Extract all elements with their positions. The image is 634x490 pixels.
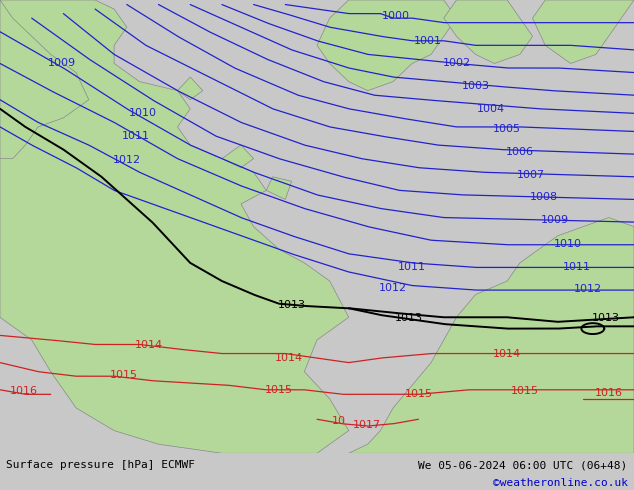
Text: 1002: 1002 [443, 58, 470, 69]
Polygon shape [222, 145, 254, 168]
Text: 1014: 1014 [135, 341, 163, 350]
Text: 1015: 1015 [110, 370, 138, 380]
Text: 1000: 1000 [382, 11, 410, 21]
Polygon shape [0, 0, 349, 453]
Text: 1011: 1011 [122, 131, 150, 141]
Polygon shape [349, 218, 634, 453]
Text: 1011: 1011 [563, 262, 591, 271]
Text: 1017: 1017 [353, 420, 380, 430]
Text: 1013: 1013 [395, 313, 423, 323]
Text: 1009: 1009 [48, 57, 76, 68]
Text: We 05-06-2024 06:00 UTC (06+48): We 05-06-2024 06:00 UTC (06+48) [418, 460, 628, 470]
Polygon shape [266, 177, 292, 199]
Text: 1011: 1011 [398, 262, 426, 271]
Text: Surface pressure [hPa] ECMWF: Surface pressure [hPa] ECMWF [6, 460, 195, 470]
Text: 1014: 1014 [493, 348, 521, 359]
Text: 1012: 1012 [379, 283, 407, 293]
Text: 1016: 1016 [10, 386, 38, 396]
Text: 1010: 1010 [553, 239, 581, 249]
Text: 1015: 1015 [265, 385, 293, 395]
Text: 1014: 1014 [275, 353, 302, 363]
Text: 1010: 1010 [129, 108, 157, 118]
Text: 1012: 1012 [113, 154, 141, 165]
Text: ©weatheronline.co.uk: ©weatheronline.co.uk [493, 478, 628, 489]
Text: 1006: 1006 [506, 147, 534, 157]
Text: 1012: 1012 [574, 284, 602, 294]
Text: 1001: 1001 [414, 36, 442, 46]
Text: 1013: 1013 [278, 299, 306, 310]
Polygon shape [533, 0, 634, 64]
Polygon shape [178, 77, 203, 99]
Text: 1004: 1004 [477, 104, 505, 114]
Polygon shape [0, 0, 89, 159]
Text: 1013: 1013 [592, 313, 619, 323]
Text: 1015: 1015 [404, 390, 432, 399]
Text: 1003: 1003 [462, 81, 489, 91]
Polygon shape [444, 0, 533, 64]
Text: 1016: 1016 [595, 389, 623, 398]
Text: 1008: 1008 [530, 192, 558, 202]
Text: 1005: 1005 [493, 124, 521, 134]
Text: 1015: 1015 [511, 386, 539, 396]
Text: 1007: 1007 [517, 170, 545, 179]
Polygon shape [317, 0, 456, 91]
Text: 10: 10 [332, 416, 346, 426]
Text: 1009: 1009 [541, 215, 569, 225]
